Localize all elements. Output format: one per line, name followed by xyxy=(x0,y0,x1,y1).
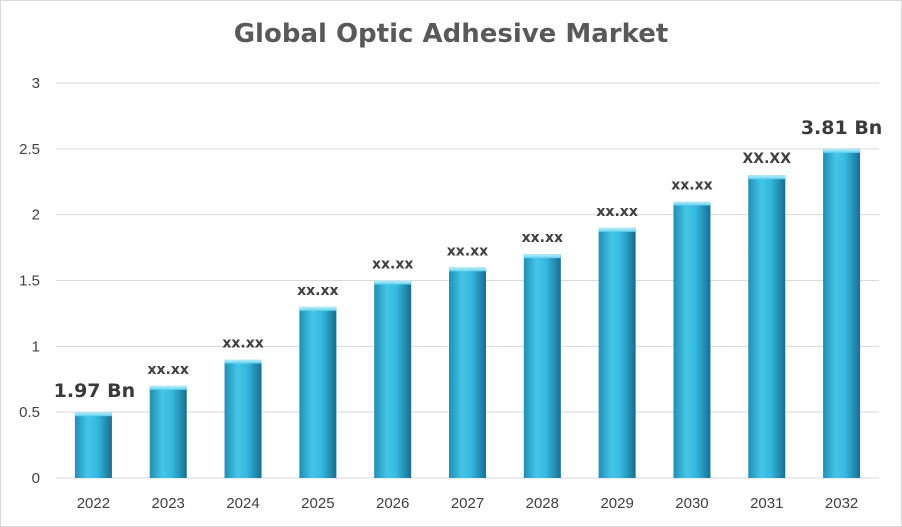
bar xyxy=(598,227,636,478)
data-label: xx.xx xyxy=(297,283,338,299)
y-tick-label: 0.5 xyxy=(19,404,40,421)
bar-top-highlight xyxy=(523,254,561,259)
x-tick-label: 2029 xyxy=(600,495,633,512)
x-tick-label: 2026 xyxy=(376,495,409,512)
x-tick-label: 2031 xyxy=(750,495,783,512)
data-label: xx.xx xyxy=(522,230,563,246)
bar xyxy=(823,148,861,479)
x-tick-label: 2022 xyxy=(77,495,110,512)
bar-top-highlight xyxy=(299,306,337,311)
y-tick-label: 0 xyxy=(32,470,40,487)
data-label: 1.97 Bn xyxy=(54,380,136,402)
data-label: XX.XX xyxy=(743,151,792,167)
bar xyxy=(673,201,711,478)
bar-top-highlight xyxy=(823,148,861,153)
x-tick-label: 2024 xyxy=(226,495,259,512)
x-tick-label: 2025 xyxy=(301,495,334,512)
bar-top-highlight xyxy=(598,227,636,232)
bar xyxy=(748,175,786,478)
bar-top-highlight xyxy=(374,280,412,285)
data-label: xx.xx xyxy=(671,178,712,194)
data-label: xx.xx xyxy=(596,204,637,220)
bar xyxy=(374,280,412,478)
chart-title: Global Optic Adhesive Market xyxy=(233,19,669,49)
data-label: xx.xx xyxy=(148,362,189,378)
x-tick-label: 2028 xyxy=(526,495,559,512)
bar-top-highlight xyxy=(149,385,187,390)
bar xyxy=(74,412,112,478)
bar xyxy=(299,306,337,478)
x-tick-label: 2030 xyxy=(675,495,708,512)
bar-top-highlight xyxy=(224,359,262,364)
x-tick-label: 2023 xyxy=(152,495,185,512)
bar xyxy=(224,359,262,478)
y-tick-label: 1 xyxy=(32,338,40,355)
x-tick-label: 2027 xyxy=(451,495,484,512)
bar-top-highlight xyxy=(449,267,486,272)
x-tick-label: 2032 xyxy=(825,495,858,512)
bar xyxy=(449,267,486,478)
y-tick-label: 1.5 xyxy=(19,273,40,290)
bar xyxy=(149,385,187,478)
bar-top-highlight xyxy=(673,201,711,206)
data-label: xx.xx xyxy=(447,243,488,259)
data-label: xx.xx xyxy=(222,336,263,352)
data-label: 3.81 Bn xyxy=(801,117,883,139)
y-tick-label: 3 xyxy=(32,75,40,92)
data-label: xx.xx xyxy=(372,257,413,273)
bar xyxy=(523,254,561,478)
bar-top-highlight xyxy=(74,412,112,417)
y-tick-label: 2 xyxy=(32,207,40,224)
y-tick-label: 2.5 xyxy=(19,141,40,158)
bar-top-highlight xyxy=(748,175,786,180)
